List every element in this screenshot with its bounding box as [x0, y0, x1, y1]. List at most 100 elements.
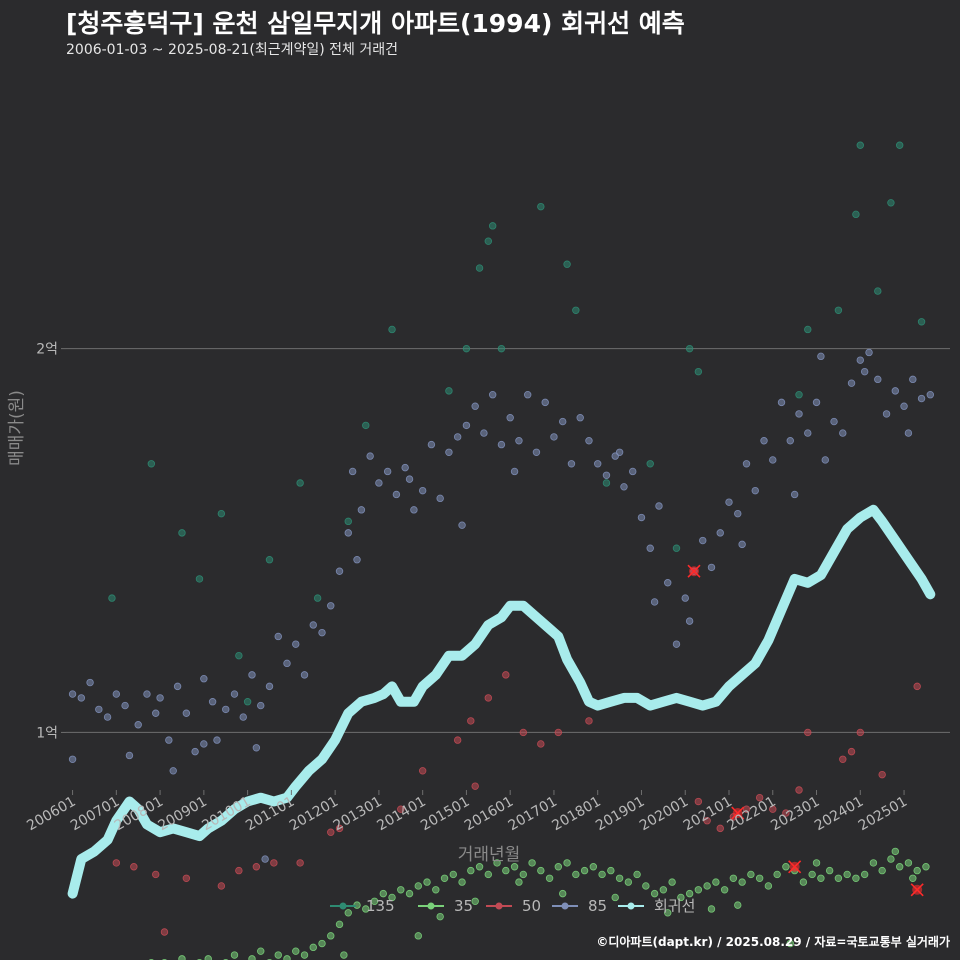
- data-point-35: [484, 870, 493, 879]
- data-point-35: [423, 878, 431, 886]
- data-point-35: [537, 866, 545, 875]
- data-point-85: [497, 440, 506, 449]
- data-point-35: [554, 863, 563, 871]
- data-point-35: [729, 874, 738, 882]
- data-point-50: [703, 817, 711, 825]
- data-point-85: [874, 375, 882, 384]
- data-point-85: [790, 490, 799, 499]
- data-point-135: [563, 260, 571, 268]
- data-point-135: [874, 287, 882, 295]
- data-point-85: [760, 437, 768, 445]
- x-tick-label: 201401: [374, 794, 428, 835]
- data-point-85: [410, 506, 418, 514]
- data-point-85: [685, 617, 694, 625]
- data-point-85: [95, 705, 103, 714]
- data-point-135: [388, 325, 396, 334]
- data-point-35: [515, 878, 523, 886]
- data-point-35: [843, 870, 851, 879]
- y-axis-title: 매매가(원): [7, 390, 27, 466]
- data-point-135: [887, 199, 895, 207]
- data-point-35: [563, 859, 571, 867]
- data-point-35: [712, 878, 720, 886]
- data-point-35: [922, 863, 930, 871]
- data-point-50: [782, 809, 790, 817]
- data-point-85: [506, 414, 514, 422]
- data-point-35: [300, 951, 309, 959]
- data-point-35: [502, 866, 510, 875]
- data-point-85: [650, 598, 659, 606]
- x-tick-label: 200601: [24, 794, 78, 835]
- data-point-85: [769, 456, 777, 464]
- data-point-85: [742, 460, 751, 468]
- x-tick-label: 201701: [506, 794, 560, 835]
- data-point-35: [467, 866, 475, 875]
- data-point-50: [467, 717, 475, 725]
- data-point-85: [86, 678, 94, 687]
- data-point-35: [248, 955, 256, 960]
- data-point-85: [515, 437, 523, 445]
- data-point-135: [475, 264, 484, 272]
- data-point-35: [493, 859, 501, 867]
- data-point-85: [917, 394, 926, 403]
- data-point-35: [909, 874, 917, 882]
- data-point-35: [904, 859, 913, 867]
- data-point-85: [707, 563, 716, 572]
- data-point-50: [554, 728, 563, 737]
- data-point-35: [283, 955, 291, 960]
- data-point-85: [860, 367, 869, 376]
- data-point-35: [642, 882, 650, 890]
- regression-layer: [67, 504, 936, 899]
- x-tick-label: 202501: [856, 794, 910, 835]
- data-point-85: [173, 682, 182, 691]
- data-point-35: [611, 893, 619, 902]
- data-point-135: [484, 237, 493, 245]
- data-point-50: [804, 728, 812, 737]
- highlight-cross-icon: [788, 860, 802, 874]
- x-tick-label: 201201: [287, 794, 341, 835]
- data-point-50: [397, 805, 405, 813]
- legend-label: 50: [522, 897, 541, 915]
- data-point-85: [309, 621, 317, 629]
- data-point-35: [257, 947, 265, 955]
- x-tick-label: 202101: [681, 794, 735, 835]
- data-point-85: [672, 640, 681, 648]
- data-point-35: [887, 855, 895, 863]
- data-point-85: [68, 755, 77, 763]
- data-point-35: [703, 882, 711, 890]
- points-layer: [68, 141, 935, 960]
- data-point-35: [559, 889, 567, 898]
- data-point-35: [677, 893, 685, 902]
- data-point-50: [585, 717, 593, 725]
- data-point-35: [318, 939, 326, 948]
- data-point-35: [860, 870, 869, 879]
- data-point-85: [847, 379, 856, 387]
- x-tick-label: 201001: [199, 794, 253, 835]
- data-point-35: [327, 932, 335, 940]
- data-point-85: [445, 448, 453, 456]
- data-point-35: [362, 905, 370, 913]
- data-point-35: [773, 870, 781, 879]
- data-point-135: [178, 529, 186, 537]
- data-point-35: [738, 878, 746, 886]
- data-point-85: [681, 594, 689, 602]
- data-point-85: [405, 475, 414, 483]
- highlight-layer: [687, 564, 924, 897]
- data-point-35: [895, 863, 904, 871]
- data-point-85: [891, 387, 899, 395]
- data-point-85: [615, 448, 624, 456]
- legend-item: 85: [552, 897, 607, 915]
- x-tick-label: 202001: [637, 794, 691, 835]
- data-point-35: [545, 874, 554, 882]
- legend: 135 35 50 85 회귀선: [330, 897, 695, 915]
- data-point-50: [742, 805, 751, 813]
- data-point-35: [510, 863, 519, 871]
- data-point-85: [817, 352, 825, 361]
- data-point-85: [541, 398, 549, 407]
- data-point-35: [734, 901, 742, 909]
- data-point-85: [344, 529, 352, 537]
- legend-swatch-dot: [627, 902, 635, 910]
- data-point-85: [318, 628, 326, 637]
- data-point-35: [370, 897, 379, 905]
- data-point-85: [751, 486, 759, 495]
- data-point-85: [646, 544, 654, 552]
